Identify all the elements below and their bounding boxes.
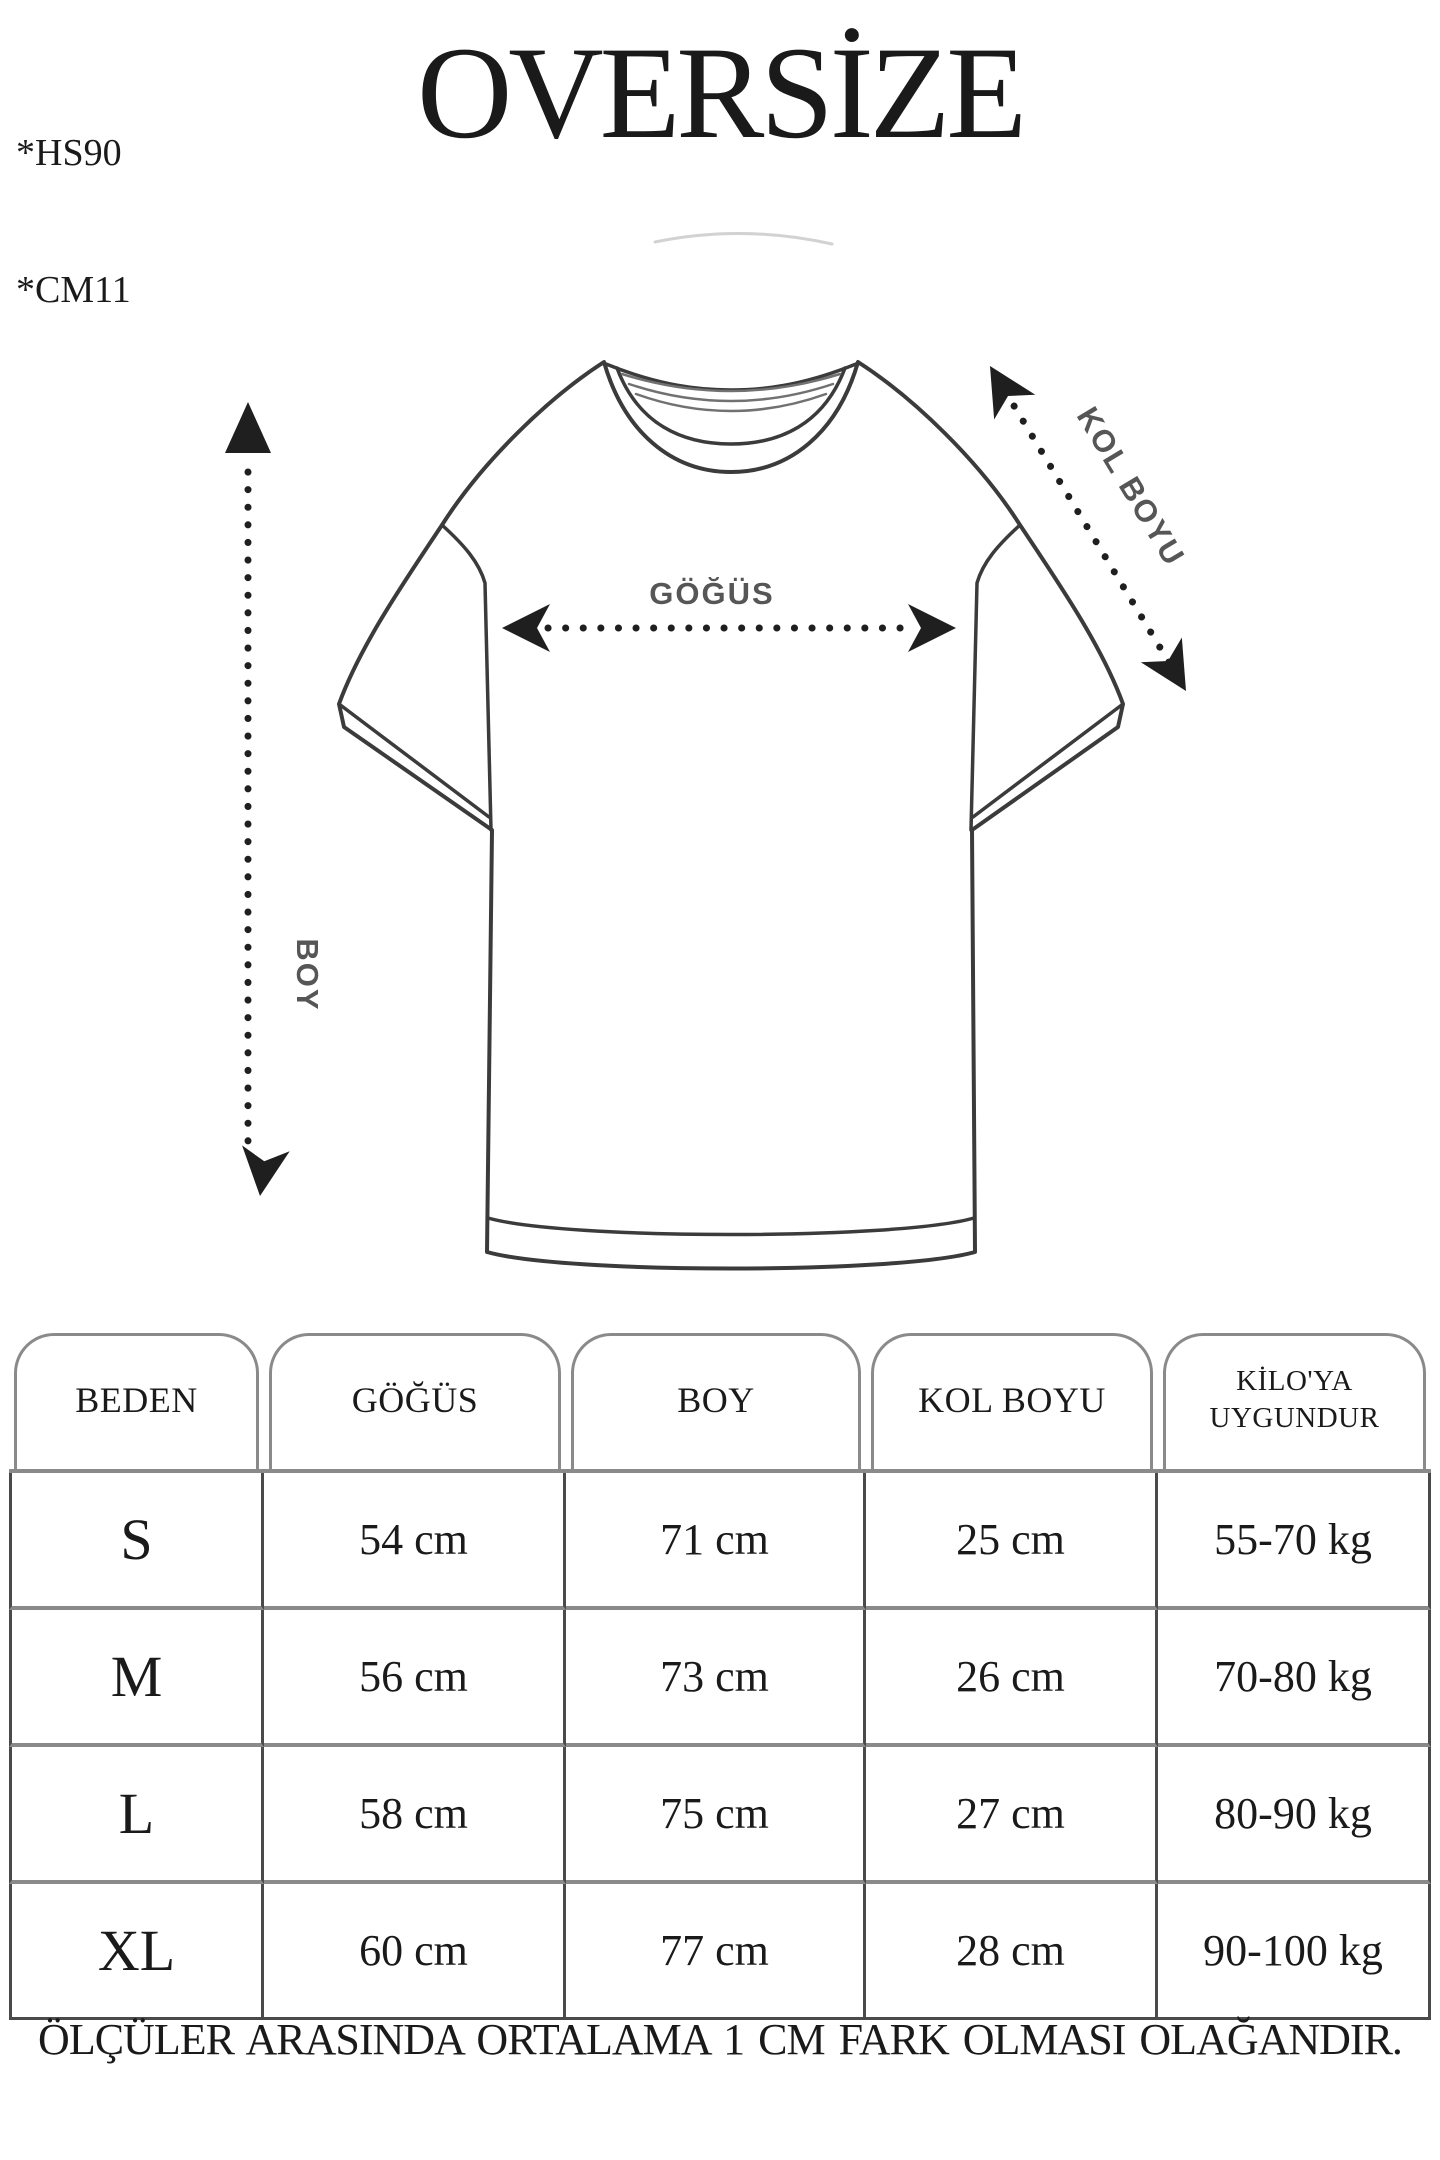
col-header-beden: BEDEN bbox=[9, 1330, 264, 1473]
col-header-boy: BOY bbox=[566, 1330, 866, 1473]
hem-band bbox=[486, 1216, 976, 1237]
length-arrow: BOY bbox=[225, 402, 325, 1199]
chest-cell: 60 cm bbox=[264, 1884, 566, 2020]
arrow-down-right-icon bbox=[1140, 637, 1207, 704]
size-cell: S bbox=[9, 1473, 264, 1610]
weight-cell: 55-70 kg bbox=[1158, 1473, 1431, 1610]
sleeve-cell: 28 cm bbox=[866, 1884, 1158, 2020]
collar-rib-1 bbox=[620, 372, 842, 393]
sleeve-cell: 25 cm bbox=[866, 1473, 1158, 1610]
tolerance-note: ÖLÇÜLER ARASINDA ORTALAMA 1 CM FARK OLMA… bbox=[38, 2015, 1403, 2064]
sleeve-cell: 27 cm bbox=[866, 1747, 1158, 1884]
tshirt-drawing bbox=[337, 232, 1125, 1271]
chest-cell: 58 cm bbox=[264, 1747, 566, 1884]
size-cell: XL bbox=[9, 1884, 264, 2020]
back-neck-line bbox=[604, 362, 858, 392]
product-code-2: *CM11 bbox=[16, 268, 131, 311]
table-row-m: M 56 cm 73 cm 26 cm 70-80 kg bbox=[9, 1610, 1431, 1747]
size-table: BEDEN GÖĞÜS BOY KOL BOYU KİLO'YA UYGUNDU… bbox=[9, 1330, 1431, 2020]
weight-cell: 80-90 kg bbox=[1158, 1747, 1431, 1884]
right-sleeve-seam bbox=[969, 523, 1022, 832]
table-row-s: S 54 cm 71 cm 25 cm 55-70 kg bbox=[9, 1473, 1431, 1610]
collar-rib-3 bbox=[634, 392, 828, 413]
collar-ghost-line bbox=[653, 232, 834, 246]
weight-cell: 90-100 kg bbox=[1158, 1884, 1431, 2020]
table-row-xl: XL 60 cm 77 cm 28 cm 90-100 kg bbox=[9, 1884, 1431, 2020]
chest-label: GÖĞÜS bbox=[649, 576, 774, 611]
arrow-down-icon bbox=[236, 1145, 290, 1199]
weight-cell: 70-80 kg bbox=[1158, 1610, 1431, 1747]
length-cell: 71 cm bbox=[566, 1473, 866, 1610]
product-code-1: *HS90 bbox=[16, 132, 122, 175]
collar-inner-edge bbox=[615, 366, 847, 446]
length-cell: 75 cm bbox=[566, 1747, 866, 1884]
size-cell: L bbox=[9, 1747, 264, 1884]
chest-cell: 56 cm bbox=[264, 1610, 566, 1747]
chest-arrow: GÖĞÜS bbox=[502, 576, 956, 652]
col-header-kilo: KİLO'YA UYGUNDUR bbox=[1158, 1330, 1431, 1473]
col-header-gogus: GÖĞÜS bbox=[264, 1330, 566, 1473]
product-codes: *HS90 *CM11 bbox=[16, 40, 131, 359]
table-header-row: BEDEN GÖĞÜS BOY KOL BOYU KİLO'YA UYGUNDU… bbox=[9, 1330, 1431, 1473]
left-cuff-band bbox=[337, 702, 491, 819]
length-cell: 73 cm bbox=[566, 1610, 866, 1747]
size-cell: M bbox=[9, 1610, 264, 1747]
arrow-up-icon bbox=[225, 402, 271, 453]
chest-cell: 54 cm bbox=[264, 1473, 566, 1610]
table-row-l: L 58 cm 75 cm 27 cm 80-90 kg bbox=[9, 1747, 1431, 1884]
collar-rib-2 bbox=[627, 382, 835, 403]
right-cuff-band bbox=[971, 702, 1125, 819]
left-sleeve-seam bbox=[440, 523, 493, 832]
sleeve-cell: 26 cm bbox=[866, 1610, 1158, 1747]
shirt-outline bbox=[337, 360, 1125, 1271]
sleeve-dotted-line bbox=[1001, 387, 1174, 668]
length-cell: 77 cm bbox=[566, 1884, 866, 2020]
length-label: BOY bbox=[290, 938, 325, 1011]
sleeve-label: KOL BOYU bbox=[1070, 401, 1192, 573]
col-header-kol-boyu: KOL BOYU bbox=[866, 1330, 1158, 1473]
tshirt-measurement-diagram: BOY GÖĞÜS KOL BOYU bbox=[225, 232, 1207, 1271]
page-title: OVERSİZE bbox=[417, 19, 1027, 166]
arrow-up-left-icon bbox=[969, 353, 1036, 420]
